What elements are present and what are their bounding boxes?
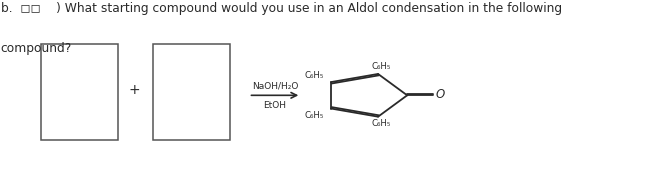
Bar (41, 44, 119, 140)
Text: compound?: compound? (1, 42, 72, 55)
Text: +: + (128, 83, 140, 97)
Text: EtOH: EtOH (263, 100, 286, 110)
Text: NaOH/H₂O: NaOH/H₂O (252, 81, 298, 90)
Text: C₆H₅: C₆H₅ (372, 62, 391, 71)
Text: O: O (436, 88, 445, 101)
Text: C₆H₅: C₆H₅ (304, 111, 324, 120)
Bar (153, 44, 230, 140)
Text: C₆H₅: C₆H₅ (304, 71, 324, 80)
Text: b.  ◻◻    ) What starting compound would you use in an Aldol condensation in the: b. ◻◻ ) What starting compound would you… (1, 2, 562, 15)
Text: C₆H₅: C₆H₅ (372, 119, 391, 128)
